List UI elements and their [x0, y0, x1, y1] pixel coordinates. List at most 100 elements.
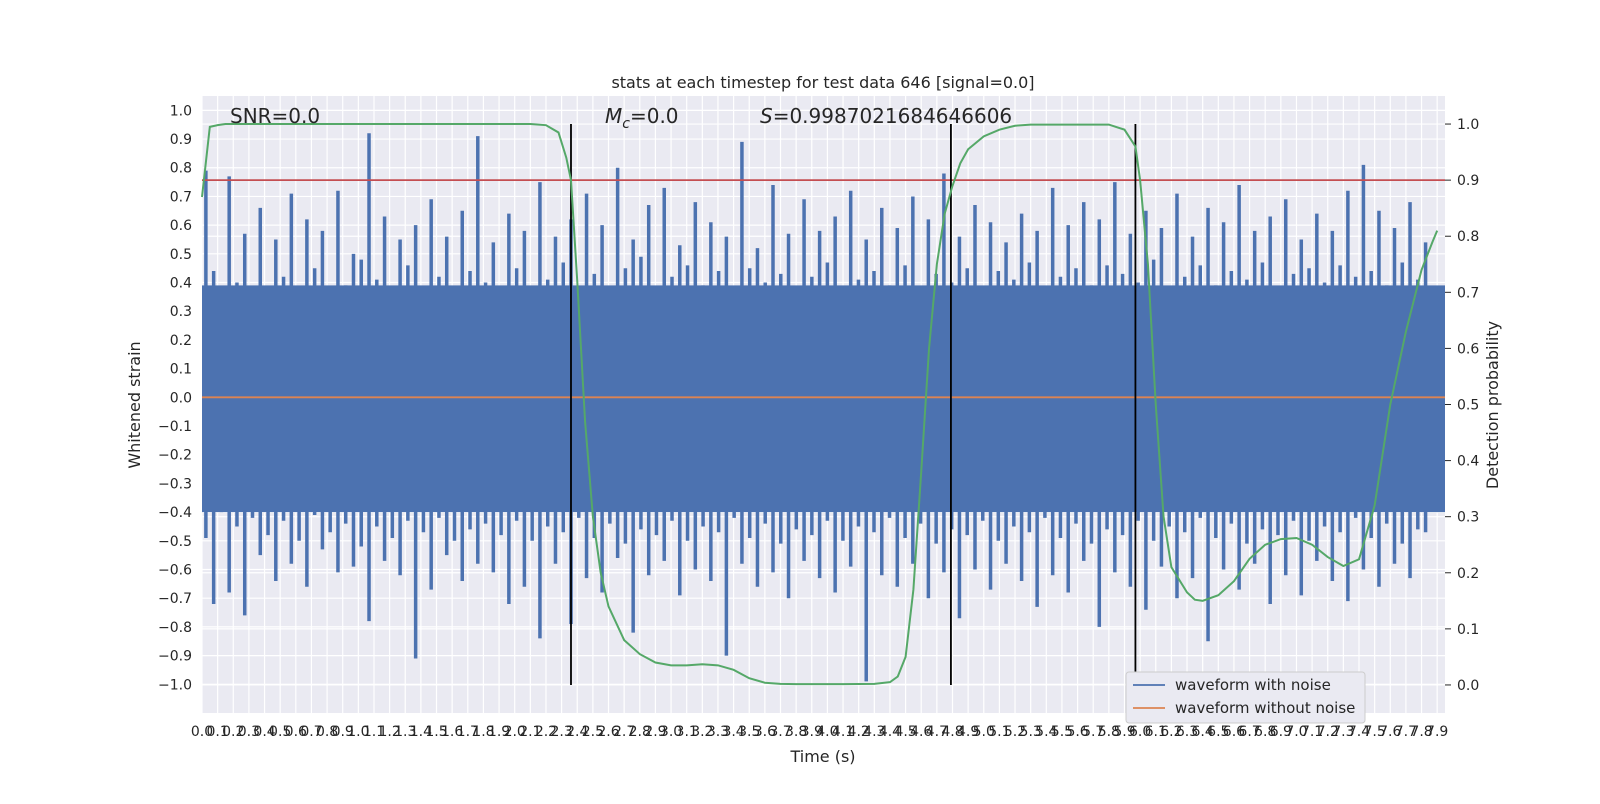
annotation-mc-symbol: M [605, 104, 622, 128]
y-axis-label-right: Detection probability [1483, 321, 1502, 489]
x-tick-label: 0.0 [191, 724, 213, 740]
y-tick-label-right: 0.6 [1457, 341, 1479, 357]
annotation-s-symbol: S [760, 104, 773, 128]
x-tick-label: 1.2 [378, 724, 400, 740]
x-tick-label: 7.2 [1317, 724, 1339, 740]
y-tick-label-right: 1.0 [1457, 117, 1479, 133]
x-tick-label: 6.2 [1160, 724, 1182, 740]
y-tick-label-left: 0.0 [170, 390, 192, 406]
y-tick-label-left: 0.3 [170, 304, 192, 320]
x-tick-label: 3.9 [801, 724, 823, 740]
x-tick-label: 4.8 [941, 724, 963, 740]
y-tick-label-right: 0.3 [1457, 510, 1479, 526]
x-tick-label: 0.9 [332, 724, 354, 740]
legend-box [1125, 671, 1366, 724]
x-tick-label: 3.4 [722, 724, 744, 740]
x-tick-label: 3.6 [754, 724, 776, 740]
x-tick-label: 7.3 [1332, 724, 1354, 740]
x-tick-label: 5.6 [1066, 724, 1088, 740]
x-tick-label: 6.9 [1270, 724, 1292, 740]
x-tick-label: 5.0 [973, 724, 995, 740]
plot-series [202, 123, 1445, 685]
x-tick-label: 5.5 [1051, 724, 1073, 740]
x-tick-label: 5.8 [1098, 724, 1120, 740]
x-tick-label: 7.7 [1395, 724, 1417, 740]
x-tick-label: 5.1 [988, 724, 1010, 740]
x-tick-label: 1.9 [488, 724, 510, 740]
y-tick-label-left: −0.2 [158, 448, 192, 464]
y-tick-label-left: −0.7 [158, 591, 192, 607]
y-tick-label-right: 0.0 [1457, 678, 1479, 694]
x-tick-label: 4.5 [894, 724, 916, 740]
legend: waveform with noise waveform without noi… [1125, 671, 1366, 724]
x-tick-label: 2.1 [519, 724, 541, 740]
y-tick-label-left: 0.9 [170, 132, 192, 148]
y-tick-label-right: 0.8 [1457, 229, 1479, 245]
y-tick-label-left: −0.8 [158, 620, 192, 636]
x-tick-label: 7.5 [1364, 724, 1386, 740]
annotation-s-value: =0.9987021684646606 [773, 104, 1012, 128]
x-tick-label: 5.7 [1082, 724, 1104, 740]
x-tick-label: 2.7 [613, 724, 635, 740]
x-tick-label: 3.3 [707, 724, 729, 740]
annotation-snr: SNR=0.0 [230, 104, 320, 128]
x-tick-label: 1.4 [410, 724, 432, 740]
annotation-mc-value: =0.0 [630, 104, 679, 128]
x-tick-label: 4.4 [879, 724, 901, 740]
x-tick-label: 0.5 [269, 724, 291, 740]
annotation-s: S=0.9987021684646606 [760, 104, 1012, 128]
y-tick-label-left: −0.3 [158, 476, 192, 492]
x-tick-label: 7.8 [1410, 724, 1432, 740]
y-tick-label-left: 0.8 [170, 161, 192, 177]
x-tick-label: 6.0 [1129, 724, 1151, 740]
x-tick-label: 6.5 [1207, 724, 1229, 740]
x-tick-label: 0.1 [207, 724, 229, 740]
x-tick-label: 2.6 [597, 724, 619, 740]
x-tick-label: 6.4 [1192, 724, 1214, 740]
y-tick-label-right: 0.1 [1457, 622, 1479, 638]
x-tick-label: 0.6 [285, 724, 307, 740]
x-tick-label: 7.9 [1426, 724, 1448, 740]
x-tick-label: 0.2 [222, 724, 244, 740]
y-tick-label-left: 0.1 [170, 362, 192, 378]
y-tick-label-right: 0.2 [1457, 566, 1479, 582]
x-tick-label: 4.3 [863, 724, 885, 740]
y-tick-label-left: 1.0 [170, 103, 192, 119]
x-axis-label: Time (s) [789, 747, 855, 766]
x-tick-label: 6.3 [1176, 724, 1198, 740]
noisy-waveform-band [202, 285, 1445, 513]
x-tick-label: 4.6 [910, 724, 932, 740]
y-tick-label-left: −0.5 [158, 534, 192, 550]
y-tick-label-left: −0.6 [158, 563, 192, 579]
y-tick-label-right: 0.4 [1457, 454, 1479, 470]
y-tick-label-right: 0.5 [1457, 398, 1479, 414]
x-tick-label: 6.7 [1238, 724, 1260, 740]
y-tick-label-left: 0.6 [170, 218, 192, 234]
y-tick-label-left: 0.2 [170, 333, 192, 349]
x-tick-label: 3.0 [660, 724, 682, 740]
x-tick-label: 6.8 [1254, 724, 1276, 740]
x-tick-label: 2.5 [582, 724, 604, 740]
y-axis-label-left: Whitened strain [125, 341, 144, 468]
x-tick-label: 7.1 [1301, 724, 1323, 740]
x-tick-label: 1.3 [394, 724, 416, 740]
y-tick-label-right: 0.7 [1457, 285, 1479, 301]
y-tick-label-left: −0.1 [158, 419, 192, 435]
x-tick-label: 6.6 [1223, 724, 1245, 740]
axis-labels: 1.00.90.80.70.60.50.40.30.20.10.0−0.1−0.… [158, 103, 1479, 740]
x-tick-label: 1.8 [472, 724, 494, 740]
x-tick-label: 0.4 [253, 724, 275, 740]
x-tick-label: 1.1 [363, 724, 385, 740]
x-tick-label: 4.7 [926, 724, 948, 740]
y-tick-label-left: −0.9 [158, 649, 192, 665]
x-tick-label: 5.9 [1113, 724, 1135, 740]
legend-label-noisy: waveform with noise [1175, 676, 1331, 694]
x-tick-label: 0.7 [300, 724, 322, 740]
x-tick-label: 1.0 [347, 724, 369, 740]
x-tick-label: 3.8 [785, 724, 807, 740]
x-tick-label: 7.0 [1285, 724, 1307, 740]
x-tick-label: 1.6 [441, 724, 463, 740]
y-tick-label-left: 0.4 [170, 276, 192, 292]
x-tick-label: 1.7 [457, 724, 479, 740]
